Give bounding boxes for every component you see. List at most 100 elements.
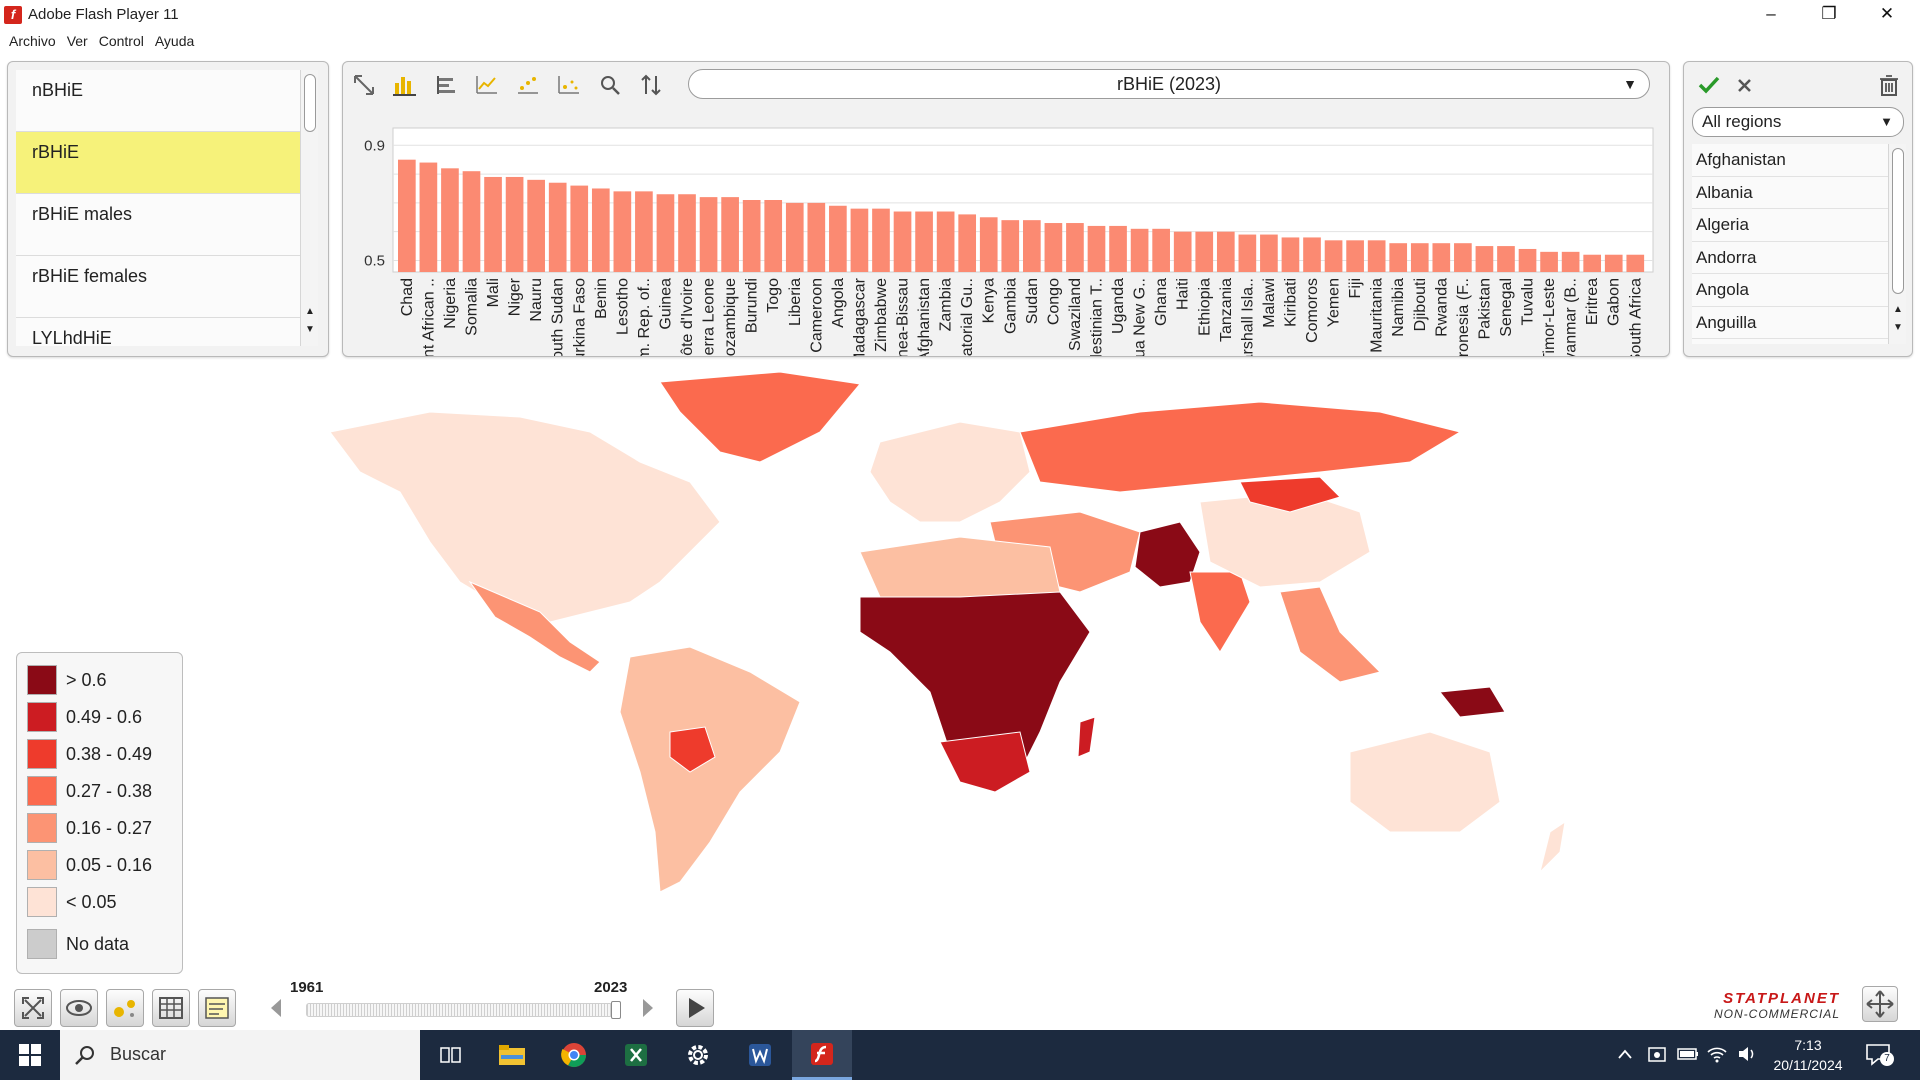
x-tick-label[interactable]: Guinea-Bissau: [895, 278, 912, 356]
x-tick-label[interactable]: Lesotho: [614, 278, 631, 335]
taskbar-clock[interactable]: 7:13 20/11/2024: [1770, 1035, 1846, 1075]
bar-48[interactable]: [1432, 243, 1451, 272]
menu-control[interactable]: Control: [98, 33, 144, 49]
x-tick-label[interactable]: Zambia: [938, 278, 955, 331]
bar-51[interactable]: [1497, 246, 1515, 272]
flash-player-taskbar-icon[interactable]: [792, 1030, 852, 1080]
country-scroll-thumb[interactable]: [1892, 148, 1904, 294]
country-item-angola[interactable]: Angola: [1692, 274, 1888, 307]
scroll-up-arrow-icon[interactable]: ▲: [1893, 304, 1903, 315]
map-north-africa[interactable]: [859, 536, 1061, 603]
map-south-america[interactable]: [619, 646, 801, 893]
country-item-albania[interactable]: Albania: [1692, 177, 1888, 209]
bar-54[interactable]: [1561, 251, 1580, 272]
legend-item[interactable]: < 0.05: [27, 887, 117, 917]
x-tick-label[interactable]: Sierra Leone: [701, 278, 718, 356]
bar-18[interactable]: [785, 202, 804, 272]
x-tick-label[interactable]: Tuvalu: [1520, 278, 1537, 325]
fullscreen-button[interactable]: [14, 989, 52, 1027]
indicator-item-nbhie[interactable]: nBHiE: [16, 70, 308, 132]
x-tick-label[interactable]: Dem. Rep. of..: [636, 278, 653, 356]
x-tick-label[interactable]: Chad: [399, 278, 416, 316]
x-tick-label[interactable]: South Sudan: [550, 278, 567, 356]
table-button[interactable]: [152, 989, 190, 1027]
x-tick-label[interactable]: Fiji: [1347, 278, 1364, 298]
x-tick-label[interactable]: Gambia: [1002, 278, 1019, 334]
x-tick-label[interactable]: Gabon: [1606, 278, 1623, 326]
scatter-icon[interactable]: [511, 70, 545, 100]
bar-47[interactable]: [1410, 243, 1429, 272]
bar-15[interactable]: [721, 197, 739, 272]
timeline-prev-icon[interactable]: [268, 996, 284, 1025]
indicator-item-partial[interactable]: LYLhdHiE: [16, 318, 308, 346]
legend-item[interactable]: > 0.6: [27, 665, 107, 695]
bubble-icon[interactable]: [552, 70, 586, 100]
excel-icon[interactable]: [606, 1030, 666, 1080]
bar-56[interactable]: [1604, 254, 1623, 272]
wifi-icon[interactable]: [1706, 1044, 1728, 1069]
x-tick-label[interactable]: Nigeria: [442, 278, 459, 329]
bar-33[interactable]: [1109, 225, 1127, 272]
country-scrollbar[interactable]: ▲ ▼: [1888, 144, 1906, 344]
x-tick-label[interactable]: Togo: [765, 278, 782, 313]
bar-42[interactable]: [1303, 237, 1321, 272]
timeline-slider[interactable]: [306, 1001, 621, 1019]
battery-icon[interactable]: [1676, 1046, 1700, 1067]
x-tick-label[interactable]: South Africa: [1627, 278, 1644, 356]
bar-6[interactable]: [527, 179, 545, 272]
x-tick-label[interactable]: Malawi: [1261, 278, 1278, 328]
x-tick-label[interactable]: Benin: [593, 278, 610, 319]
bar-29[interactable]: [1023, 220, 1041, 272]
x-tick-label[interactable]: Ghana: [1153, 278, 1170, 326]
x-tick-label[interactable]: Senegal: [1498, 278, 1515, 337]
x-tick-label[interactable]: Congo: [1045, 278, 1062, 325]
bar-30[interactable]: [1044, 223, 1063, 272]
x-tick-label[interactable]: Burkina Faso: [571, 278, 588, 356]
legend-item[interactable]: 0.16 - 0.27: [27, 813, 152, 843]
x-tick-label[interactable]: Cameroon: [808, 278, 825, 353]
indicator-scroll-thumb[interactable]: [304, 74, 316, 132]
bar-27[interactable]: [979, 217, 998, 272]
line-chart-icon[interactable]: [470, 70, 504, 100]
bar-46[interactable]: [1389, 243, 1408, 272]
x-tick-label[interactable]: Equatorial Gu..: [959, 278, 976, 356]
map-europe[interactable]: [869, 421, 1031, 523]
expand-button[interactable]: [1862, 986, 1898, 1022]
map-mongolia[interactable]: [1239, 476, 1341, 513]
map-southern-africa[interactable]: [939, 731, 1031, 793]
bar-12[interactable]: [656, 194, 675, 272]
bar-0[interactable]: [398, 159, 416, 272]
timeline-handle[interactable]: [611, 1001, 621, 1019]
x-tick-label[interactable]: Uganda: [1110, 278, 1127, 334]
x-tick-label[interactable]: Angola: [830, 278, 847, 328]
start-button[interactable]: [0, 1030, 60, 1080]
bar-7[interactable]: [548, 182, 567, 272]
map-greenland[interactable]: [659, 372, 861, 463]
bar-16[interactable]: [742, 200, 761, 272]
bar-53[interactable]: [1540, 251, 1558, 272]
country-item-andorra[interactable]: Andorra: [1692, 242, 1888, 274]
indicator-scrollbar[interactable]: ▲ ▼: [300, 70, 318, 346]
bar-20[interactable]: [829, 205, 847, 272]
legend-item[interactable]: 0.49 - 0.6: [27, 702, 142, 732]
fit-icon[interactable]: [347, 70, 381, 100]
region-dropdown[interactable]: All regions ▼: [1692, 107, 1904, 137]
world-map[interactable]: [260, 372, 1640, 912]
legend-item[interactable]: No data: [27, 929, 129, 959]
zoom-icon[interactable]: [593, 70, 627, 100]
bar-44[interactable]: [1346, 240, 1364, 272]
bar-10[interactable]: [613, 191, 632, 272]
map-central-america[interactable]: [468, 580, 601, 673]
country-item-afghanistan[interactable]: Afghanistan: [1692, 144, 1888, 177]
play-button[interactable]: [676, 989, 714, 1027]
scroll-down-arrow-icon[interactable]: ▼: [1893, 322, 1903, 333]
x-tick-label[interactable]: Guinea: [657, 278, 674, 330]
bar-32[interactable]: [1087, 225, 1106, 272]
minimize-button[interactable]: –: [1766, 4, 1776, 23]
bar-43[interactable]: [1324, 240, 1343, 272]
map-north-america[interactable]: [329, 411, 721, 623]
word-icon[interactable]: [730, 1030, 790, 1080]
bar-37[interactable]: [1195, 231, 1214, 272]
tray-chevron-up-icon[interactable]: [1616, 1046, 1634, 1067]
bar-9[interactable]: [591, 188, 610, 272]
